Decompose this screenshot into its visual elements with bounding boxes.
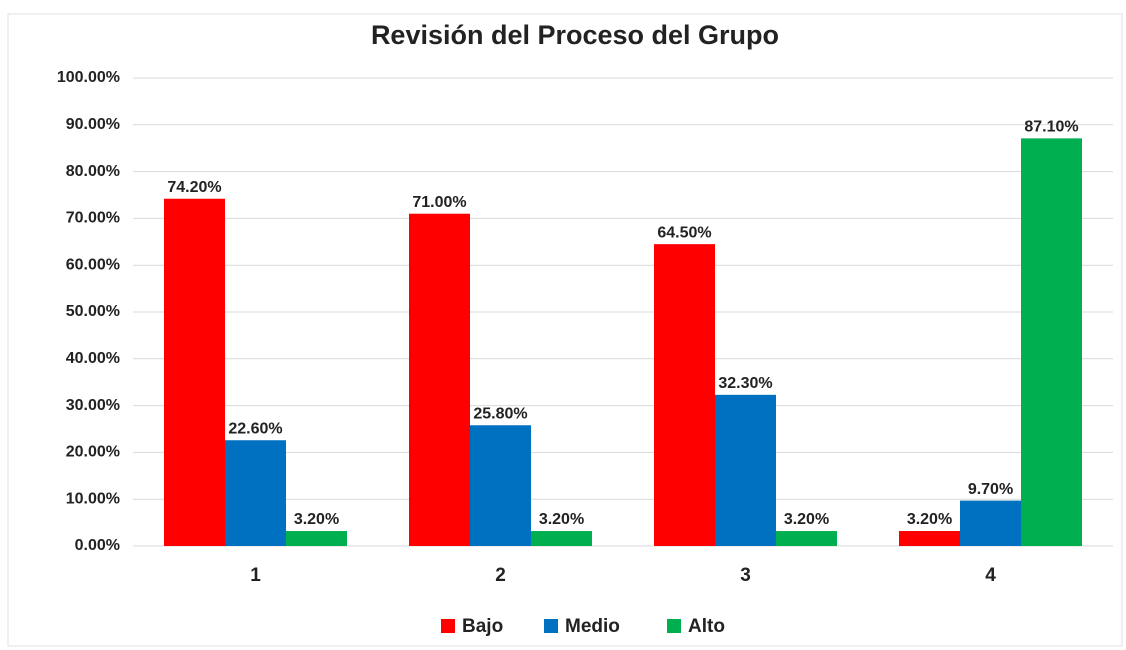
x-tick-label: 4 <box>985 565 996 586</box>
y-tick-label: 40.00% <box>66 350 120 367</box>
x-tick-label: 2 <box>495 565 506 586</box>
y-tick-label: 80.00% <box>66 163 120 180</box>
bar <box>776 531 837 546</box>
bar <box>715 394 776 546</box>
bar <box>164 198 225 546</box>
data-label: 9.70% <box>968 481 1013 498</box>
bar <box>960 500 1021 546</box>
bar <box>1021 138 1082 546</box>
y-tick-label: 100.00% <box>57 69 120 86</box>
legend-swatch <box>441 619 455 633</box>
x-tick-label: 3 <box>740 565 751 586</box>
bar <box>409 213 470 546</box>
data-label: 3.20% <box>907 511 952 528</box>
y-tick-label: 90.00% <box>66 116 120 133</box>
data-label: 71.00% <box>412 194 466 211</box>
x-tick-label: 1 <box>250 565 261 586</box>
bar <box>286 531 347 546</box>
data-label: 87.10% <box>1024 119 1078 136</box>
chart-title: Revisión del Proceso del Grupo <box>371 20 779 50</box>
y-tick-label: 60.00% <box>66 256 120 273</box>
y-tick-label: 10.00% <box>66 490 120 507</box>
y-tick-label: 20.00% <box>66 444 120 461</box>
bar <box>899 531 960 546</box>
legend-swatch <box>667 619 681 633</box>
bar <box>531 531 592 546</box>
y-tick-label: 0.00% <box>75 537 120 554</box>
data-label: 32.30% <box>718 375 772 392</box>
y-tick-label: 50.00% <box>66 303 120 320</box>
legend-label: Alto <box>688 616 725 637</box>
data-label: 22.60% <box>228 420 282 437</box>
y-tick-label: 70.00% <box>66 210 120 227</box>
data-label: 3.20% <box>784 511 829 528</box>
data-label: 3.20% <box>294 511 339 528</box>
legend-label: Medio <box>565 616 620 637</box>
data-label: 3.20% <box>539 511 584 528</box>
y-tick-label: 30.00% <box>66 397 120 414</box>
bar <box>225 440 286 546</box>
bar <box>654 244 715 546</box>
data-label: 25.80% <box>473 405 527 422</box>
legend-swatch <box>544 619 558 633</box>
data-label: 64.50% <box>657 224 711 241</box>
legend-label: Bajo <box>462 616 503 637</box>
bar <box>470 425 531 546</box>
data-label: 74.20% <box>167 179 221 196</box>
